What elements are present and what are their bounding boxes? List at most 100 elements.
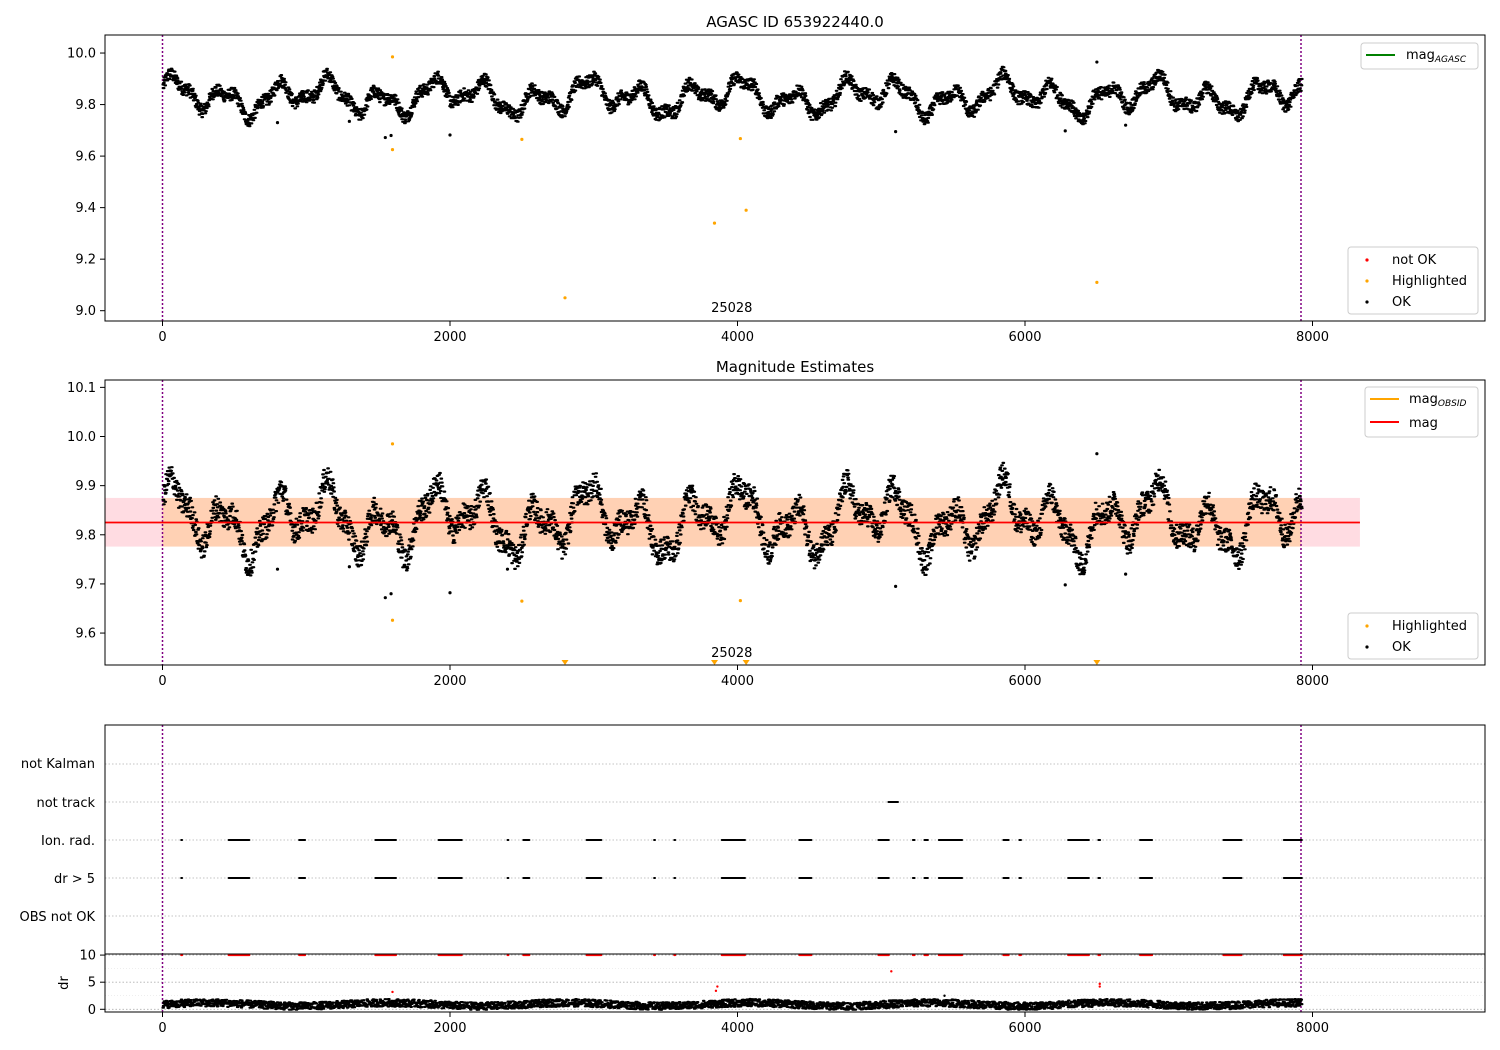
y-tick-label: 9.6 xyxy=(75,627,96,642)
panel1-plot-area xyxy=(161,35,1304,321)
ok-outlier-point xyxy=(1063,583,1067,587)
ok-outlier-point xyxy=(275,121,280,125)
panel1-x-ticks: 0 2000 4000 6000 8000 xyxy=(158,321,1329,345)
x-tick-label: 2000 xyxy=(433,330,466,345)
y-tick-label: 9.2 xyxy=(75,253,96,268)
ok-outlier-point xyxy=(347,565,351,569)
highlighted-point xyxy=(390,442,395,446)
ok-outlier-point xyxy=(347,119,351,123)
legend-notok-marker xyxy=(1365,258,1369,262)
x-tick-label: 4000 xyxy=(721,674,754,689)
dr-outlier-point xyxy=(1098,982,1101,986)
panel4-y-ticks: 0 5 10 xyxy=(79,949,105,1018)
legend-ok-label: OK xyxy=(1392,295,1411,310)
x-tick-label: 2000 xyxy=(433,1021,466,1036)
y-tick-label: 9.8 xyxy=(75,528,96,543)
highlighted-point xyxy=(744,208,748,212)
off-scale-marker xyxy=(742,660,750,665)
x-tick-label: 0 xyxy=(158,330,166,345)
flag-label-not-track: not track xyxy=(36,796,95,811)
legend2-highlighted-label: Highlighted xyxy=(1392,619,1467,634)
panel1-frame xyxy=(104,34,1486,322)
legend2-ok-label: OK xyxy=(1392,640,1411,655)
panel-agasc: AGASC ID 653922440.0 0 2000 4000 6000 8000 9… xyxy=(67,13,1486,345)
x-tick-label: 2000 xyxy=(433,674,466,689)
off-scale-marker xyxy=(711,660,718,665)
panel2-x-ticks: 0 2000 4000 6000 8000 xyxy=(158,665,1329,689)
y-tick-label: 9.8 xyxy=(75,98,96,113)
ok-outlier-point xyxy=(389,133,393,138)
legend-mag-obsid-label: magOBSID xyxy=(1409,392,1467,409)
ok-outlier-point xyxy=(247,572,251,576)
y-tick-label: 9.4 xyxy=(75,201,96,216)
highlighted-point xyxy=(520,137,524,141)
x-tick-label: 4000 xyxy=(721,1021,754,1036)
ok-outlier-point xyxy=(1095,60,1099,64)
y-tick-label: 10.1 xyxy=(67,381,96,396)
ok-outlier-point xyxy=(1124,572,1128,576)
panel2-frame xyxy=(104,379,1486,666)
panel3-plot-area xyxy=(105,725,1485,954)
dr-points xyxy=(161,997,1304,1011)
legend-highlighted-marker xyxy=(1365,279,1369,283)
ok-outlier-point xyxy=(1063,129,1067,133)
legend-highlighted-label: Highlighted xyxy=(1392,274,1467,289)
highlighted-point xyxy=(738,136,742,141)
ok-outlier-point xyxy=(448,591,452,595)
dr-outlier-point xyxy=(1098,985,1101,988)
panel1-y-ticks: 9.0 9.2 9.4 9.6 9.8 10.0 xyxy=(67,47,105,319)
highlighted-point xyxy=(520,599,524,603)
panel3-frame xyxy=(104,724,1486,955)
legend-mag-label: mag xyxy=(1409,416,1438,431)
dr-outlier-point xyxy=(716,985,719,988)
ok-outlier-point xyxy=(383,135,387,140)
y-tick-label: 10.0 xyxy=(67,430,96,445)
legend2-ok-marker xyxy=(1365,645,1369,649)
x-tick-label: 0 xyxy=(158,1021,166,1036)
ok-outlier-point xyxy=(894,130,898,134)
y-tick-label: 9.9 xyxy=(75,479,96,494)
legend2-highlighted-marker xyxy=(1365,624,1369,628)
flag-label-not-kalman: not Kalman xyxy=(21,757,95,772)
dr-outlier-point xyxy=(714,989,718,993)
panel2-y-ticks: 9.6 9.7 9.8 9.9 10.0 10.1 xyxy=(67,381,105,642)
dr-outlier-point xyxy=(890,970,893,973)
flag-label-obs-not-ok: OBS not OK xyxy=(20,910,96,925)
panel4-plot-area xyxy=(105,954,1485,1012)
highlighted-point xyxy=(738,599,742,603)
ok-data-points xyxy=(161,65,1304,128)
x-tick-label: 0 xyxy=(158,674,166,689)
dr-outlier-point xyxy=(391,990,394,994)
highlighted-point xyxy=(1095,280,1099,284)
ok-outlier-point xyxy=(389,592,393,596)
panel1-scatter-legend: not OK Highlighted OK xyxy=(1347,246,1479,315)
ok-outlier-point xyxy=(1095,452,1099,456)
highlighted-point xyxy=(712,221,717,225)
panel2-scatter-legend: Highlighted OK xyxy=(1347,612,1479,660)
panel2-title: Magnitude Estimates xyxy=(716,358,874,376)
panel4-ylabel: dr xyxy=(57,976,72,990)
highlighted-point xyxy=(390,148,395,152)
y-tick-label: 0 xyxy=(88,1003,96,1018)
highlighted-point xyxy=(563,296,567,300)
y-tick-label: 9.6 xyxy=(75,150,96,165)
y-tick-label: 9.7 xyxy=(75,577,96,592)
highlighted-point xyxy=(390,618,395,622)
x-tick-label: 6000 xyxy=(1008,674,1041,689)
y-tick-label: 10 xyxy=(79,949,96,964)
panel1-title: AGASC ID 653922440.0 xyxy=(706,13,884,31)
x-tick-label: 8000 xyxy=(1296,330,1329,345)
panel-dr: 0 2000 4000 6000 8000 0 5 10 dr xyxy=(57,949,1486,1036)
panel-magnitude-estimates: Magnitude Estimates 0 2000 4000 6000 8000 9.… xyxy=(67,358,1486,689)
panel4-x-ticks: 0 2000 4000 6000 8000 xyxy=(158,1012,1329,1036)
flag-label-ion-rad: Ion. rad. xyxy=(41,834,95,849)
ok-outlier-point xyxy=(247,123,251,127)
dr-outlier-point xyxy=(943,994,946,997)
flag-label-dr-gt-5: dr > 5 xyxy=(54,872,95,887)
legend-ok-marker xyxy=(1365,300,1369,304)
highlighted-point xyxy=(390,55,395,59)
ok-outlier-point xyxy=(894,584,898,588)
x-tick-label: 6000 xyxy=(1008,1021,1041,1036)
y-tick-label: 5 xyxy=(88,976,96,991)
